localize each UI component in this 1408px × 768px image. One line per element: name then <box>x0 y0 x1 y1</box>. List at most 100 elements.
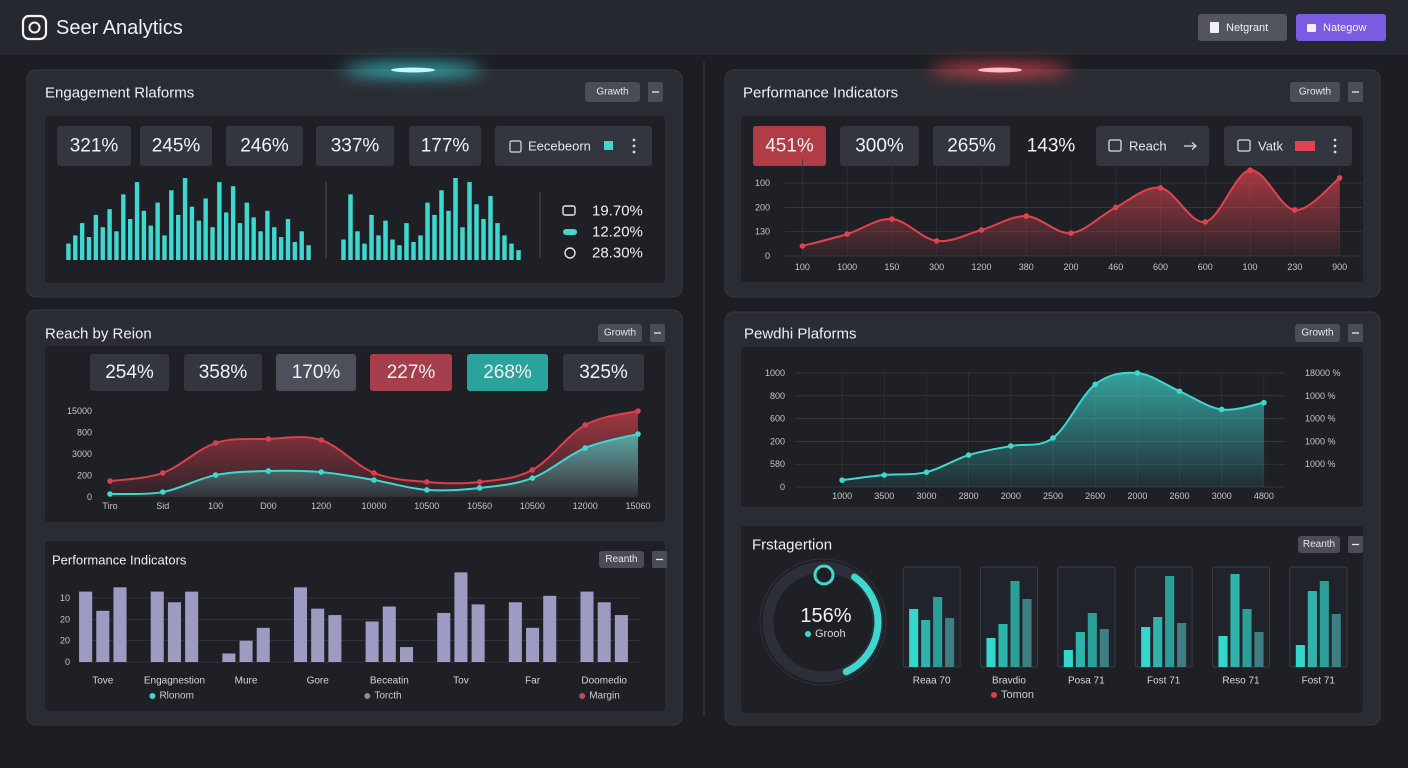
legend-icon <box>564 247 576 259</box>
area <box>802 170 1340 256</box>
point <box>160 470 166 476</box>
bar <box>998 624 1008 667</box>
point <box>1050 435 1056 441</box>
tag-button[interactable] <box>598 324 642 342</box>
legend-value: 12.20% <box>592 224 643 241</box>
button-icon <box>1307 24 1316 32</box>
tag-button[interactable] <box>1295 324 1340 342</box>
bar <box>86 237 92 260</box>
x-tick-label: Doomedio <box>581 676 627 687</box>
arrow-icon <box>1184 142 1197 150</box>
point <box>1261 399 1267 406</box>
point <box>965 452 972 458</box>
legend-swatch <box>364 693 371 699</box>
tag-label: Growth <box>1301 328 1333 339</box>
tag-button[interactable] <box>1298 536 1340 553</box>
bar <box>239 640 253 662</box>
point <box>265 468 272 474</box>
bar <box>1319 581 1329 667</box>
tag-label: Growth <box>604 328 636 339</box>
x-tick-label: 1200 <box>971 262 991 272</box>
point <box>635 408 641 414</box>
stat-value: 337% <box>331 136 380 157</box>
bar <box>382 606 396 662</box>
panel-body <box>45 541 665 711</box>
x-tick-label: 460 <box>1108 262 1123 272</box>
control-icon <box>1237 139 1251 152</box>
bar <box>311 608 325 662</box>
bar <box>162 235 167 260</box>
x-tick-label: 2500 <box>1043 491 1063 501</box>
stat-box <box>226 126 303 166</box>
glow-core <box>978 67 1022 73</box>
tag-button[interactable] <box>585 82 640 102</box>
bar <box>278 237 284 260</box>
dropdown[interactable] <box>495 126 652 166</box>
point <box>107 491 113 497</box>
bar <box>96 610 110 662</box>
bar <box>299 231 304 260</box>
point <box>1247 167 1253 173</box>
bar <box>460 227 465 260</box>
stat-value: 143% <box>1027 136 1076 157</box>
bar <box>169 190 174 260</box>
area <box>110 434 638 497</box>
panel-title: Pewdhi Plaforms <box>744 326 857 343</box>
tag-button[interactable] <box>1290 82 1340 102</box>
x-tick-label: Posa 71 <box>1068 676 1105 687</box>
bar <box>453 178 458 260</box>
color-swatch <box>604 141 613 150</box>
bar <box>467 182 472 260</box>
x-tick-label: Far <box>525 676 541 687</box>
point <box>881 472 888 478</box>
bar <box>411 241 416 260</box>
x-tick-label: 100 <box>1243 262 1258 272</box>
bar <box>933 597 943 667</box>
x-tick-label: 300 <box>929 262 944 272</box>
point <box>1202 219 1209 225</box>
legend-value: 19.70% <box>592 203 643 220</box>
y2-tick-label: 1000 % <box>1305 459 1336 469</box>
bar <box>258 231 263 260</box>
area <box>842 372 1264 487</box>
control-button[interactable] <box>1224 126 1352 166</box>
point <box>424 479 430 485</box>
header-button[interactable] <box>1198 14 1287 41</box>
gauge-knob <box>813 564 835 586</box>
bar <box>1295 645 1305 667</box>
bar <box>293 587 308 662</box>
bar <box>1099 629 1109 667</box>
x-tick-label: 15060 <box>625 501 650 511</box>
x-tick-label: 10500 <box>414 501 439 511</box>
bar <box>1141 627 1151 667</box>
y2-tick-label: 1000 % <box>1305 391 1336 401</box>
legend-swatch <box>149 693 156 699</box>
legend-label: Rlonom <box>159 691 193 702</box>
stat-value: 227% <box>387 362 436 383</box>
point <box>933 238 940 244</box>
bar <box>176 214 181 260</box>
legend-label: Margin <box>589 691 620 702</box>
header-button[interactable] <box>1296 14 1386 41</box>
x-tick-label: Tov <box>453 676 469 687</box>
bar <box>217 182 222 260</box>
bar <box>224 212 229 260</box>
bar <box>474 204 479 260</box>
x-tick-label: Beceatin <box>370 676 409 687</box>
point <box>265 436 272 442</box>
x-tick-label: 2800 <box>959 491 979 501</box>
x-tick-label: 12000 <box>573 501 598 511</box>
bar <box>921 620 931 667</box>
bar <box>502 235 507 260</box>
x-tick-label: 150 <box>884 262 899 272</box>
control-button[interactable] <box>1096 126 1209 166</box>
tag-button[interactable] <box>599 551 644 568</box>
bar <box>348 194 353 260</box>
legend-label: Torcth <box>374 691 401 702</box>
x-tick-label: Bravdio <box>992 676 1026 687</box>
stat-box <box>409 126 481 166</box>
bar <box>481 219 486 260</box>
bar <box>328 615 342 662</box>
bar <box>141 210 147 260</box>
